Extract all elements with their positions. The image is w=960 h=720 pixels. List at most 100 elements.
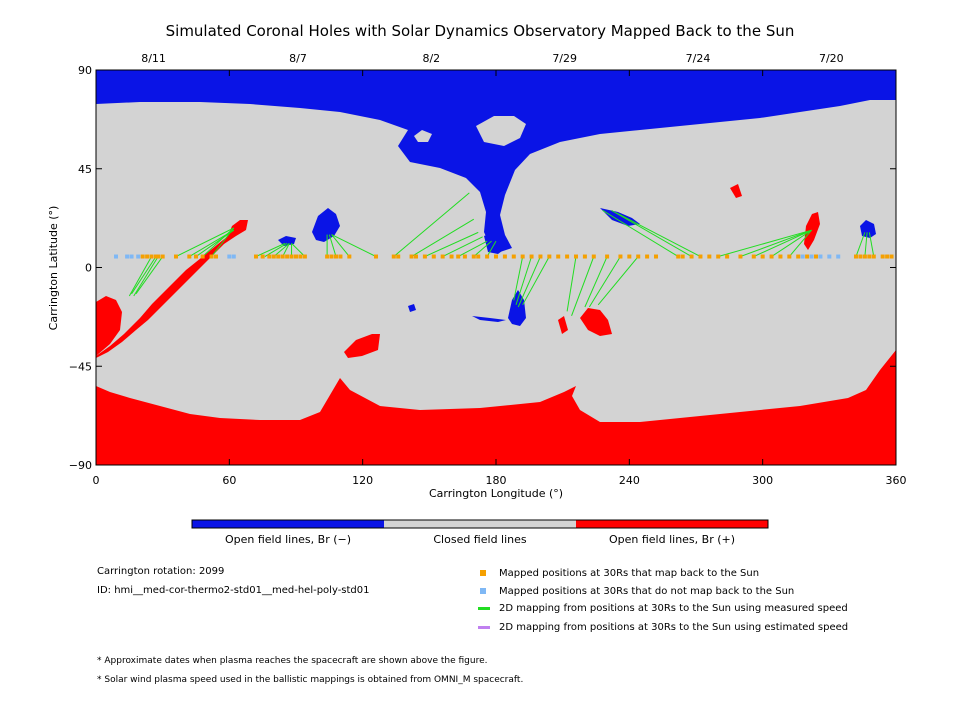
mapped-position	[325, 254, 330, 259]
mapping-line	[718, 229, 812, 258]
legend-measured-label: 2D mapping from positions at 30Rs to the…	[499, 602, 848, 614]
not-mapped-position	[129, 254, 134, 259]
small-negative-patch-1	[312, 208, 340, 242]
mapped-position	[716, 254, 721, 259]
mapping-line	[411, 218, 475, 257]
estimated-swatch	[478, 625, 490, 629]
mapped-position	[529, 254, 534, 259]
mapped-position	[605, 254, 610, 259]
y-axis: −90 −45 0 45 90	[69, 64, 896, 472]
date-tick-label: 7/29	[552, 52, 577, 65]
mapped-position	[145, 254, 150, 259]
measured-swatch	[478, 606, 490, 610]
small-positive-patch-3	[558, 316, 568, 334]
mapped-position	[511, 254, 516, 259]
colorbar-label-negative: Open field lines, Br (−)	[224, 533, 352, 546]
model-id: ID: hmi__med-cor-thermo2-std01__med-hel-…	[97, 585, 370, 596]
mapping-line	[202, 227, 235, 257]
mapping-line	[328, 234, 337, 257]
mapped-position	[396, 254, 401, 259]
mapped-position	[476, 254, 481, 259]
not-mapped-position	[231, 254, 236, 259]
mapped-position	[194, 254, 198, 259]
mapping-line	[135, 256, 164, 295]
mapping-line	[393, 192, 470, 257]
mapping-lines	[128, 192, 875, 316]
mapping-line	[597, 256, 639, 306]
date-tick-label: 8/7	[289, 52, 307, 65]
mapped-position	[431, 254, 436, 259]
mapped-swatch	[480, 570, 486, 576]
mapping-line	[282, 243, 290, 257]
mapping-line	[517, 256, 541, 308]
not-mapped-position	[818, 254, 823, 259]
x-tick-label: 300	[752, 474, 773, 487]
mapping-line	[273, 242, 290, 257]
mapped-position	[289, 254, 294, 259]
mapped-position	[302, 254, 307, 259]
mapping-line	[457, 240, 488, 257]
mapped-position	[760, 254, 765, 259]
not-mapped-position	[800, 254, 805, 259]
mapped-position	[574, 254, 578, 259]
mapped-position	[334, 254, 338, 259]
mapped-position	[140, 254, 145, 259]
mapped-position	[294, 254, 298, 259]
colorbar-positive	[576, 520, 768, 528]
mapping-line	[584, 256, 608, 308]
mapped-position	[374, 254, 378, 259]
mapped-position	[200, 254, 205, 259]
y-tick-label: 45	[78, 163, 92, 176]
mapped-position	[854, 254, 858, 259]
y-tick-label: −45	[69, 360, 92, 373]
mapped-position	[329, 254, 334, 259]
mapped-position	[654, 254, 658, 259]
mapped-position	[707, 254, 712, 259]
colorbar-label-positive: Open field lines, Br (+)	[608, 533, 736, 546]
mapped-position	[725, 254, 730, 259]
mapping-line	[522, 256, 550, 306]
not-mapped-position	[136, 254, 141, 259]
legend-not-mapped: Mapped positions at 30Rs that do not map…	[478, 584, 794, 598]
x-tick-label: 360	[886, 474, 907, 487]
mapping-line	[211, 227, 235, 257]
mapping-line	[588, 256, 621, 308]
mapped-positions	[114, 254, 894, 259]
north-hole-spot	[414, 130, 432, 142]
not-mapped-position	[836, 254, 841, 259]
mapped-position	[871, 254, 876, 259]
not-mapped-position	[114, 254, 118, 259]
legend-measured: 2D mapping from positions at 30Rs to the…	[478, 601, 848, 615]
mapped-position	[271, 254, 276, 259]
mapped-position	[680, 254, 685, 259]
mapping-line	[615, 212, 701, 257]
mapped-position	[547, 254, 552, 259]
legend-mapped-label: Mapped positions at 30Rs that map back t…	[499, 567, 760, 579]
date-axis: 8/11 8/7 8/2 7/29 7/24 7/20	[141, 52, 843, 65]
south-polar-coronal-hole	[96, 350, 896, 465]
x-axis-label: Carrington Longitude (°)	[429, 487, 563, 500]
y-tick-label: −90	[69, 459, 92, 472]
mapped-position	[156, 254, 161, 259]
coronal-hole-map	[96, 70, 896, 465]
mapping-line	[264, 242, 288, 257]
mapped-position	[636, 254, 641, 259]
mapping-line	[175, 227, 234, 257]
mapped-position	[538, 254, 543, 259]
x-axis: 0 60 120 180 240 300 360	[93, 70, 907, 487]
west-positive-region	[96, 220, 248, 358]
x-tick-label: 240	[619, 474, 640, 487]
mapped-position	[276, 254, 281, 259]
mapped-position	[565, 254, 570, 259]
x-tick-label: 120	[352, 474, 373, 487]
colorbar-closed	[384, 520, 576, 528]
mapped-position	[285, 254, 290, 259]
mapped-position	[471, 254, 476, 259]
small-positive-patch-4	[730, 184, 742, 198]
small-negative-patch-4	[408, 304, 416, 312]
mapped-position	[805, 254, 810, 259]
mapped-position	[618, 254, 623, 259]
mapped-position	[591, 254, 596, 259]
mapped-position	[502, 254, 507, 259]
